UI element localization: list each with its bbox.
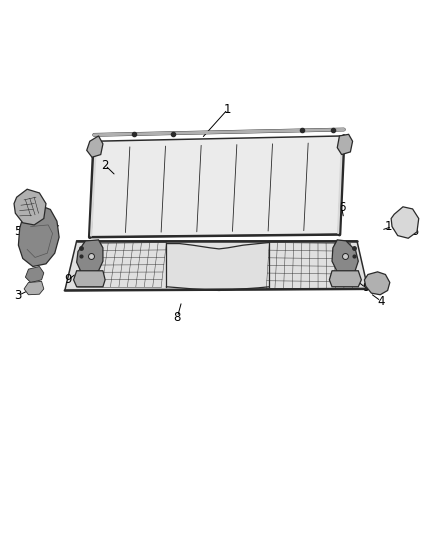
Polygon shape bbox=[332, 240, 358, 276]
Polygon shape bbox=[87, 136, 103, 157]
Text: 5: 5 bbox=[412, 225, 419, 238]
Polygon shape bbox=[90, 136, 344, 237]
Polygon shape bbox=[391, 207, 419, 238]
Text: 9: 9 bbox=[362, 281, 370, 294]
Text: 8: 8 bbox=[174, 311, 181, 324]
Polygon shape bbox=[18, 205, 59, 266]
Polygon shape bbox=[14, 189, 46, 225]
Polygon shape bbox=[65, 241, 368, 290]
Polygon shape bbox=[329, 271, 361, 287]
Text: 3: 3 bbox=[14, 289, 21, 302]
Polygon shape bbox=[25, 266, 44, 282]
Polygon shape bbox=[77, 240, 103, 274]
Text: 5: 5 bbox=[14, 225, 21, 238]
Text: 4: 4 bbox=[377, 295, 385, 308]
Polygon shape bbox=[74, 271, 105, 287]
Text: 6: 6 bbox=[338, 201, 346, 214]
Text: 9: 9 bbox=[64, 273, 72, 286]
Text: 10: 10 bbox=[43, 217, 58, 230]
Polygon shape bbox=[24, 281, 44, 295]
Text: 10: 10 bbox=[385, 220, 399, 233]
Polygon shape bbox=[337, 134, 353, 155]
Polygon shape bbox=[364, 272, 390, 295]
Text: 2: 2 bbox=[101, 159, 109, 172]
Text: 1: 1 bbox=[224, 103, 232, 116]
